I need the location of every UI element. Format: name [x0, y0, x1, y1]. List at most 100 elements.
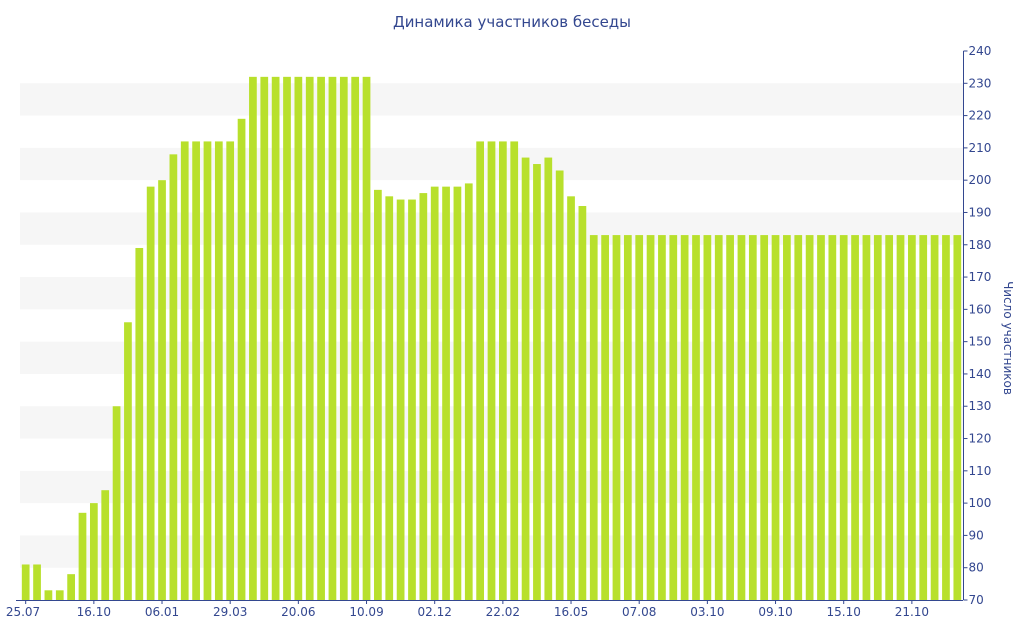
grid-band	[20, 83, 963, 116]
x-tick-label: 25.07	[6, 605, 40, 619]
x-tick-label: 29.03	[213, 605, 247, 619]
y-tick-label: 230	[969, 76, 992, 90]
bar	[78, 512, 87, 600]
bar	[612, 235, 621, 600]
bar	[885, 235, 894, 600]
x-tick-label: 20.06	[281, 605, 315, 619]
bar	[794, 235, 803, 600]
bar	[544, 157, 553, 600]
bar	[237, 118, 246, 600]
bar	[783, 235, 791, 600]
bar	[283, 76, 291, 601]
bar	[430, 186, 439, 600]
bar	[317, 76, 325, 601]
x-tick-label: 21.10	[895, 605, 929, 619]
bar	[135, 247, 144, 601]
bar	[805, 235, 814, 600]
bar	[487, 141, 496, 601]
bar	[658, 235, 666, 600]
bar	[351, 76, 360, 601]
bar	[521, 157, 530, 600]
bar	[55, 590, 64, 600]
bar	[862, 235, 871, 600]
x-axis: 25.07 16.10 06.01 29.03 20.06 10.09 02.12 22.02…	[6, 600, 963, 619]
bar	[271, 76, 280, 601]
y-tick-label: 190	[969, 205, 992, 219]
x-tick-label: 16.10	[77, 605, 111, 619]
bar	[703, 235, 712, 600]
x-tick-label: 10.09	[349, 605, 383, 619]
y-tick-label: 90	[969, 528, 984, 542]
bar	[578, 206, 587, 600]
y-tick-label: 70	[969, 593, 984, 607]
bar	[771, 235, 780, 600]
bar	[737, 235, 746, 600]
bar	[828, 235, 837, 600]
bar	[328, 76, 337, 601]
x-tick-label: 07.08	[622, 605, 656, 619]
bar	[180, 141, 189, 601]
bar	[294, 76, 303, 601]
bar	[510, 141, 519, 601]
bar	[601, 235, 609, 600]
bar	[362, 76, 371, 601]
y-tick-label: 160	[969, 302, 992, 316]
bar	[101, 490, 110, 600]
y-tick-label: 140	[969, 367, 992, 381]
bar	[260, 76, 269, 601]
x-tick-label: 16.05	[554, 605, 588, 619]
y-tick-label: 210	[969, 141, 992, 155]
bar	[930, 235, 939, 600]
bar	[760, 235, 769, 600]
bar	[646, 235, 655, 600]
x-tick-label: 03.10	[690, 605, 724, 619]
bar	[158, 180, 166, 600]
bar	[817, 235, 825, 600]
y-tick-label: 100	[969, 496, 992, 510]
chart-title: Динамика участников беседы	[392, 13, 632, 31]
bar	[464, 183, 473, 600]
bar	[453, 186, 462, 600]
y-tick-label: 120	[969, 432, 992, 446]
bar	[499, 141, 507, 601]
bar	[919, 235, 928, 600]
bar	[146, 186, 155, 600]
bar	[533, 164, 541, 600]
x-tick-label: 22.02	[486, 605, 520, 619]
bar	[953, 235, 962, 600]
bar	[67, 574, 75, 600]
bar	[726, 235, 734, 600]
bar	[192, 141, 200, 601]
x-tick-label: 15.10	[827, 605, 861, 619]
bar	[21, 564, 30, 600]
y-tick-label: 220	[969, 109, 992, 123]
y-tick-label: 180	[969, 238, 992, 252]
bar	[385, 196, 394, 600]
bar	[305, 76, 314, 601]
bar	[249, 76, 257, 601]
bar	[748, 235, 757, 600]
y-tick-label: 80	[969, 561, 984, 575]
bar	[112, 406, 121, 600]
x-tick-label: 06.01	[145, 605, 179, 619]
bar	[408, 199, 416, 601]
bar	[419, 193, 428, 600]
bar	[203, 141, 212, 601]
bar	[669, 235, 678, 600]
bar	[635, 235, 644, 600]
y-tick-label: 240	[969, 44, 992, 58]
bar	[623, 235, 632, 600]
bar	[873, 235, 882, 600]
bar	[442, 186, 450, 600]
bar	[476, 141, 485, 601]
y-axis-label: Число участников	[1001, 281, 1015, 395]
bar	[851, 235, 859, 600]
bar	[714, 235, 723, 600]
y-tick-label: 150	[969, 335, 992, 349]
bar	[680, 235, 689, 600]
bar	[44, 590, 53, 600]
x-tick-label: 09.10	[758, 605, 792, 619]
y-tick-label: 170	[969, 270, 992, 284]
bar	[908, 235, 916, 600]
